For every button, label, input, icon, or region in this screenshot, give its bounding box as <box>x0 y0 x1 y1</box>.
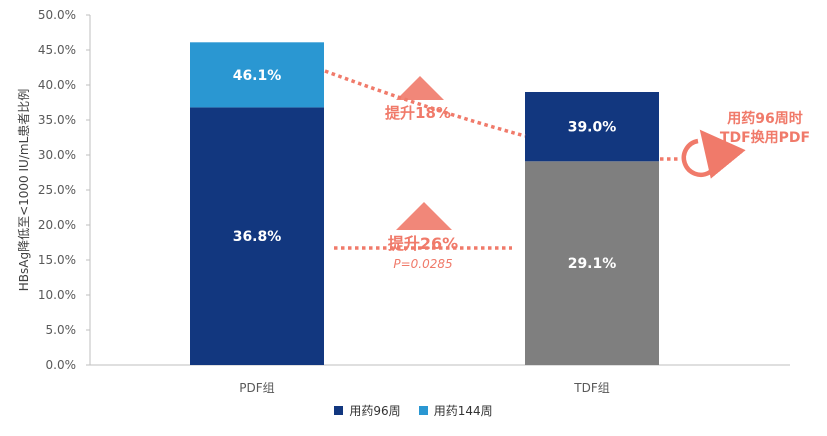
y-tick-label: 15.0% <box>38 253 76 267</box>
y-tick-label: 45.0% <box>38 43 76 57</box>
p-value-label: P=0.0285 <box>393 257 452 271</box>
bar-144-1 <box>525 92 659 162</box>
y-tick-label: 50.0% <box>38 8 76 22</box>
y-tick-label: 40.0% <box>38 78 76 92</box>
bar-96-label-0: 36.8% <box>233 229 282 245</box>
y-tick-label: 0.0% <box>46 358 77 372</box>
y-tick-label: 10.0% <box>38 288 76 302</box>
bar-144-label-1: 39.0% <box>568 120 617 136</box>
legend-swatch-144 <box>418 406 428 415</box>
bar-96-0 <box>190 107 324 366</box>
legend-swatch-96 <box>334 406 344 415</box>
x-tick-label-0: PDF组 <box>239 381 274 395</box>
y-tick-label: 20.0% <box>38 218 76 232</box>
increase-144-triangle <box>396 76 444 100</box>
y-tick-label: 30.0% <box>38 148 76 162</box>
y-tick-label: 35.0% <box>38 113 76 127</box>
y-axis-label: HBsAg降低至<1000 IU/mL患者比例 <box>17 89 31 291</box>
legend-label-96: 用药96周 <box>349 404 401 418</box>
bar-96-label-1: 29.1% <box>568 256 617 272</box>
switch-note-line2: TDF换用PDF <box>720 129 810 146</box>
y-tick-label: 5.0% <box>46 323 77 337</box>
chart-legend: 用药96周 用药144周 <box>0 402 827 419</box>
y-tick-label: 25.0% <box>38 183 76 197</box>
rotate-arrow-icon <box>681 129 746 179</box>
increase-144-label: 提升18% <box>385 104 451 122</box>
increase-96-triangle <box>396 202 452 230</box>
switch-note-line1: 用药96周时 <box>727 110 802 127</box>
legend-label-144: 用药144周 <box>433 404 493 418</box>
bar-144-0 <box>190 42 324 108</box>
bar-96-1 <box>525 161 659 365</box>
legend-item-144: 用药144周 <box>418 402 493 419</box>
bar-144-label-0: 46.1% <box>233 68 282 84</box>
legend-item-96: 用药96周 <box>334 402 401 419</box>
increase-96-label: 提升26% <box>388 234 458 253</box>
x-tick-label-1: TDF组 <box>573 381 609 395</box>
